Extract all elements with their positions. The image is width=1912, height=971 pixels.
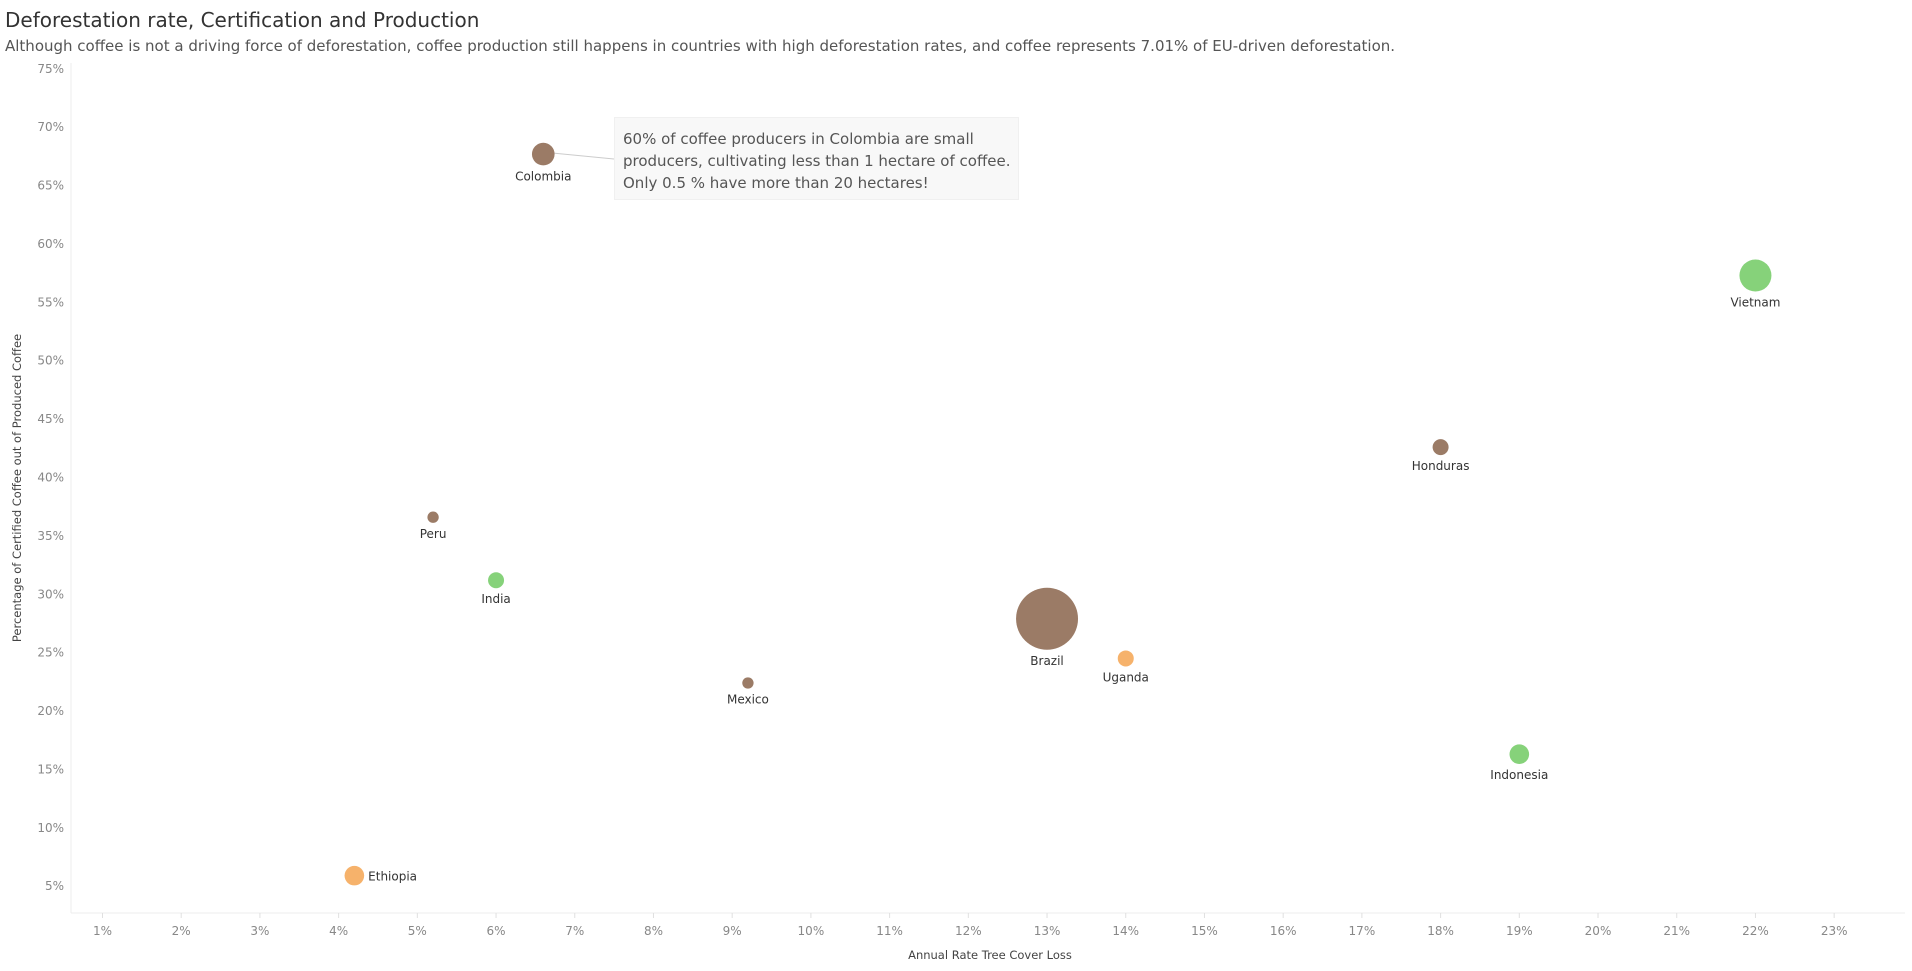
x-tick-label: 15% bbox=[1191, 924, 1218, 938]
x-tick-label: 10% bbox=[798, 924, 825, 938]
point-india[interactable] bbox=[488, 572, 505, 589]
point-label: Mexico bbox=[727, 693, 769, 707]
data-points bbox=[344, 142, 1772, 886]
colombia-annotation: 60% of coffee producers in Colombia are … bbox=[614, 117, 1019, 200]
point-label: Peru bbox=[420, 527, 447, 541]
x-tick-label: 2% bbox=[172, 924, 191, 938]
y-tick-label: 60% bbox=[37, 237, 64, 251]
x-tick-label: 21% bbox=[1663, 924, 1690, 938]
y-tick-label: 15% bbox=[37, 762, 64, 776]
x-tick-label: 1% bbox=[93, 924, 112, 938]
x-axis-ticks: 1% 2% 3% 4% 5% 6% 7% 8% 9% 10% 11% 12% 13% 14% 15% 16% 1… bbox=[93, 913, 1848, 938]
point-labels: Brazil Vietnam Colombia Indonesia Ethiopia Ho… bbox=[368, 169, 1780, 883]
y-tick-label: 25% bbox=[37, 646, 64, 660]
point-ethiopia[interactable] bbox=[344, 865, 365, 886]
y-tick-label: 75% bbox=[37, 62, 64, 76]
y-axis-ticks: 5% 10% 15% 20% 25% 30% 35% 40% 45% 50% 55% 60% 65% 70… bbox=[37, 62, 64, 893]
x-tick-label: 3% bbox=[250, 924, 269, 938]
y-tick-label: 45% bbox=[37, 412, 64, 426]
x-tick-label: 12% bbox=[955, 924, 982, 938]
point-label: Indonesia bbox=[1490, 768, 1548, 782]
point-label: India bbox=[481, 592, 510, 606]
y-tick-label: 35% bbox=[37, 529, 64, 543]
x-tick-label: 19% bbox=[1506, 924, 1533, 938]
point-uganda[interactable] bbox=[1117, 650, 1134, 667]
y-tick-label: 65% bbox=[37, 179, 64, 193]
y-tick-label: 55% bbox=[37, 295, 64, 309]
x-tick-label: 8% bbox=[644, 924, 663, 938]
x-axis-title: Annual Rate Tree Cover Loss bbox=[908, 948, 1072, 962]
x-tick-label: 14% bbox=[1112, 924, 1139, 938]
point-brazil[interactable] bbox=[1016, 587, 1079, 650]
y-tick-label: 30% bbox=[37, 587, 64, 601]
x-tick-label: 22% bbox=[1742, 924, 1769, 938]
annotation-line: Only 0.5 % have more than 20 hectares! bbox=[623, 174, 929, 192]
annotation-line: producers, cultivating less than 1 hecta… bbox=[623, 152, 1011, 170]
x-tick-label: 5% bbox=[408, 924, 427, 938]
point-colombia[interactable] bbox=[531, 142, 555, 166]
x-tick-label: 4% bbox=[329, 924, 348, 938]
x-tick-label: 16% bbox=[1270, 924, 1297, 938]
x-tick-label: 13% bbox=[1034, 924, 1061, 938]
y-tick-label: 70% bbox=[37, 120, 64, 134]
x-tick-label: 11% bbox=[876, 924, 903, 938]
x-tick-label: 9% bbox=[723, 924, 742, 938]
y-tick-label: 5% bbox=[45, 879, 64, 893]
x-tick-label: 17% bbox=[1349, 924, 1376, 938]
point-indonesia[interactable] bbox=[1509, 744, 1530, 765]
x-tick-label: 23% bbox=[1821, 924, 1848, 938]
annotation-line: 60% of coffee producers in Colombia are … bbox=[623, 130, 974, 148]
x-tick-label: 6% bbox=[487, 924, 506, 938]
y-tick-label: 40% bbox=[37, 470, 64, 484]
chart-title: Deforestation rate, Certification and Pr… bbox=[5, 8, 480, 32]
point-honduras[interactable] bbox=[1432, 439, 1449, 456]
y-tick-label: 50% bbox=[37, 354, 64, 368]
chart-subtitle: Although coffee is not a driving force o… bbox=[5, 37, 1396, 55]
y-axis-title: Percentage of Certified Coffee out of Pr… bbox=[10, 334, 24, 642]
point-label: Uganda bbox=[1103, 670, 1149, 684]
x-tick-label: 7% bbox=[565, 924, 584, 938]
point-label: Ethiopia bbox=[368, 870, 417, 884]
point-label: Colombia bbox=[515, 169, 571, 183]
point-peru[interactable] bbox=[427, 511, 439, 523]
x-tick-label: 20% bbox=[1585, 924, 1612, 938]
point-label: Brazil bbox=[1030, 654, 1064, 668]
axes bbox=[70, 63, 1905, 914]
x-tick-label: 18% bbox=[1427, 924, 1454, 938]
point-label: Honduras bbox=[1412, 459, 1470, 473]
y-tick-label: 20% bbox=[37, 704, 64, 718]
point-label: Vietnam bbox=[1730, 296, 1780, 310]
y-tick-label: 10% bbox=[37, 821, 64, 835]
point-mexico[interactable] bbox=[742, 677, 754, 689]
point-vietnam[interactable] bbox=[1739, 259, 1772, 292]
